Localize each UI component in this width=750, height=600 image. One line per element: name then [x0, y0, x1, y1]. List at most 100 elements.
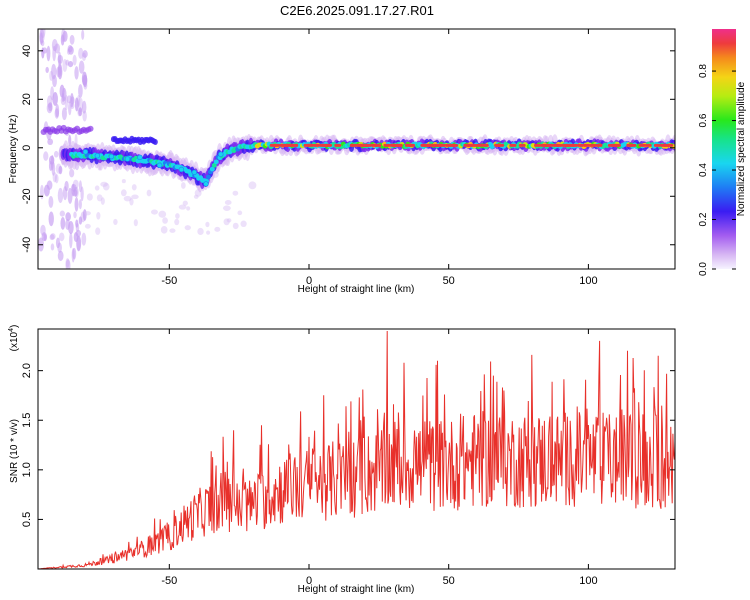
spectrogram-core-point	[82, 149, 89, 155]
spectrogram-noise-point	[226, 218, 232, 223]
spectrogram-noise-point	[129, 197, 134, 206]
spectrogram-peak-point	[509, 143, 517, 147]
spectrogram-x-tick-label: -50	[161, 275, 177, 287]
spectrogram-noise-point	[214, 226, 221, 232]
spectrogram-noise-point	[100, 181, 108, 187]
spectrogram-peak-point	[570, 143, 578, 147]
spectrogram-noise-point	[41, 232, 47, 242]
chart-title: C2E6.2025.091.17.27.R01	[280, 3, 434, 18]
spectrogram-peak-point	[291, 143, 299, 147]
spectrogram-peak-point	[272, 143, 280, 147]
snr-x-tick-label: 50	[443, 575, 455, 587]
spectrogram-noise-point	[232, 222, 239, 230]
spectrogram-x-ticks: -50 0 50 100	[161, 29, 598, 287]
spectrogram-noise-point	[68, 101, 72, 116]
spectrogram-noise-point	[96, 194, 103, 202]
spectrogram-peak-point	[613, 143, 621, 147]
spectrogram-noise-point	[197, 227, 204, 236]
spectrogram-noise-point	[57, 250, 64, 262]
spectrogram-noise-point	[66, 95, 72, 104]
spectrogram-marks	[38, 29, 675, 269]
spectrogram-noise-point	[169, 228, 176, 233]
spectrogram-core-point	[156, 162, 163, 169]
spectrogram-noise-point	[81, 52, 87, 62]
spectrogram-noise-point	[83, 81, 88, 90]
spectrogram-noise-point	[160, 226, 168, 234]
spectrogram-noise-point	[248, 181, 257, 190]
spectrogram-y-axis-label: Frequency (Hz)	[8, 115, 19, 184]
spectrogram-noise-point	[133, 219, 138, 227]
spectrogram-noise-point	[223, 218, 230, 226]
spectrogram-noise-point	[65, 259, 71, 269]
spectrogram-noise-point	[205, 221, 210, 228]
snr-x-axis-label: Height of straight line (km)	[298, 584, 415, 595]
colorbar-tick-label: 0.8	[698, 64, 709, 78]
spectrogram-noise-point	[178, 204, 187, 210]
spectrogram-noise-point	[96, 212, 101, 220]
spectrogram-noise-point	[80, 211, 86, 223]
spectrogram-noise-point	[43, 151, 49, 161]
spectrogram-noise-point	[46, 180, 53, 190]
snr-frame	[37, 328, 676, 570]
spectrogram-noise-point	[45, 66, 49, 73]
spectrogram-noise-point	[77, 97, 84, 113]
spectrogram-noise-point	[82, 50, 88, 58]
spectrogram-noise-point	[50, 243, 55, 251]
spectrogram-noise-point	[237, 210, 243, 216]
spectrogram-peak-point	[644, 143, 652, 147]
spectrogram-body-point	[152, 139, 158, 146]
spectrogram-noise-point	[76, 235, 82, 251]
spectrogram-noise-point	[59, 210, 65, 217]
spectrogram-core-point	[108, 153, 115, 160]
spectrogram-peak-point	[349, 143, 357, 147]
spectrogram-peak-point	[365, 143, 373, 147]
snr-x-ticks: -50 0 50 100	[161, 329, 598, 587]
spectrogram-noise-point	[49, 234, 55, 241]
spectrogram-noise-point	[78, 47, 84, 59]
spectrogram-panel: -50 0 50 100 -40 -20 0 20 40 Height of straight…	[8, 28, 676, 295]
snr-x-tick-label: -50	[161, 575, 177, 587]
spectrogram-noise-point	[46, 45, 51, 62]
spectrogram-noise-point	[186, 206, 191, 211]
spectrogram-noise-point	[58, 232, 65, 242]
spectrogram-x-axis-label: Height of straight line (km)	[298, 284, 415, 295]
spectrogram-noise-point	[52, 172, 57, 183]
spectrogram-noise-point	[222, 205, 231, 211]
spectrogram-noise-point	[158, 210, 167, 218]
spectrogram-noise-point	[57, 51, 62, 66]
spectrogram-peak-point	[475, 143, 483, 147]
spectrogram-peak-point	[481, 143, 489, 147]
spectrogram-x-tick-label: 0	[306, 275, 312, 287]
spectrogram-noise-point	[54, 174, 59, 184]
spectrogram-noise-point	[62, 58, 68, 72]
spectrogram-peak-point	[374, 143, 382, 147]
colorbar: 0.0 0.2 0.4 0.6 0.8 Normalized spectral ampl…	[698, 29, 747, 276]
spectrogram-noise-point	[78, 199, 82, 210]
spectrogram-noise-point	[81, 232, 87, 246]
spectrogram-noise-point	[162, 217, 168, 224]
spectrogram-y-ticks: -40 -20 0 20 40	[21, 45, 675, 253]
spectrogram-noise-point	[52, 45, 56, 62]
snr-x-tick-label: 0	[306, 575, 312, 587]
spectrogram-peak-point	[438, 143, 446, 147]
spectrogram-peak-point	[546, 143, 554, 147]
spectrogram-noise-point	[78, 216, 83, 225]
snr-background	[38, 329, 675, 569]
spectrogram-noise-point	[58, 59, 62, 75]
spectrogram-noise-point	[150, 209, 158, 215]
spectrogram-noise-point	[81, 100, 87, 114]
spectrogram-noise-point	[84, 223, 91, 229]
spectrogram-peak-point	[666, 143, 674, 147]
spectrogram-noise-point	[75, 219, 79, 228]
spectrogram-peak-point	[306, 143, 314, 147]
spectrogram-noise-point	[53, 150, 59, 158]
spectrogram-noise-point	[68, 46, 74, 55]
spectrogram-noise-point	[62, 186, 68, 201]
spectrogram-noise-point	[48, 211, 54, 227]
spectrogram-noise-point	[78, 180, 82, 193]
spectrogram-peak-point	[497, 143, 505, 147]
colorbar-tick-label: 0.4	[698, 163, 709, 177]
spectrogram-noise-point	[69, 168, 75, 178]
spectrogram-noise-point	[65, 258, 70, 268]
colorbar-tick-label: 0.0	[698, 262, 709, 276]
